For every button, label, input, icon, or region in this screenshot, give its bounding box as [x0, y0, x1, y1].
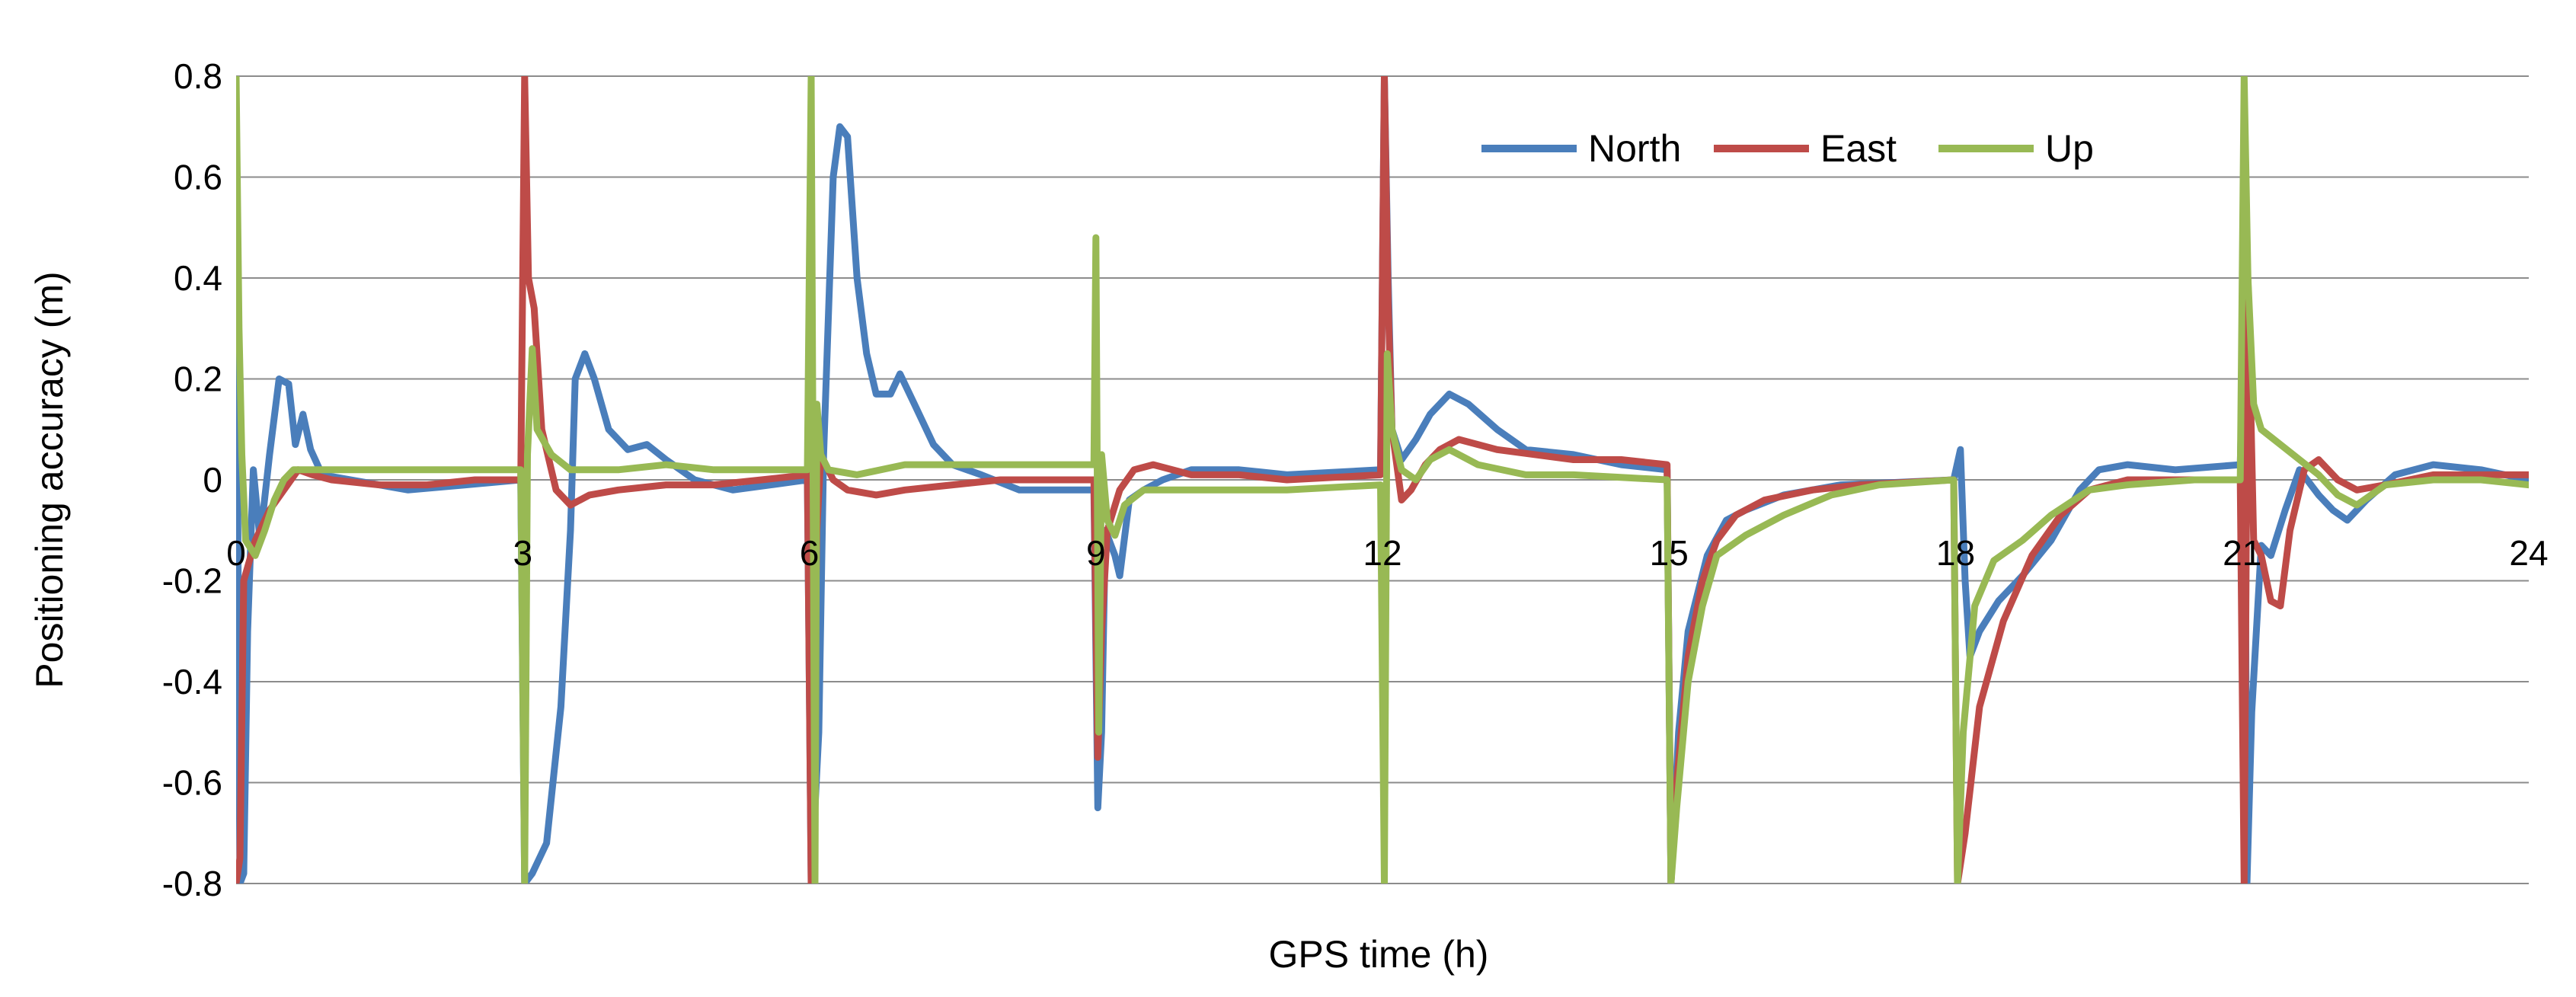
x-tick-labels: 0 3 6 9 12 15 18 21 24	[226, 533, 2548, 573]
x-tick-label: 0	[226, 533, 246, 573]
y-tick-label: 0.6	[174, 158, 222, 197]
x-tick-label: 18	[1936, 533, 1975, 573]
y-tick-label: 0.2	[174, 359, 222, 399]
y-tick-label: 0.8	[174, 56, 222, 96]
x-tick-label: 21	[2223, 533, 2261, 573]
y-tick-label: 0.4	[174, 258, 222, 298]
x-tick-label: 12	[1363, 533, 1401, 573]
y-tick-label: -0.8	[162, 864, 222, 903]
legend: North East Up	[1481, 127, 2094, 170]
x-tick-label: 3	[513, 533, 532, 573]
series-layer	[236, 76, 2529, 884]
x-tick-label: 15	[1650, 533, 1689, 573]
legend-label-north: North	[1588, 127, 1681, 170]
series-line-up	[236, 76, 2529, 884]
legend-label-up: Up	[2045, 127, 2094, 170]
y-tick-labels: -0.8 -0.6 -0.4 -0.2 0 0.2 0.4 0.6 0.8	[162, 56, 222, 903]
x-tick-label: 9	[1086, 533, 1106, 573]
y-tick-label: -0.2	[162, 561, 222, 601]
y-tick-label: -0.6	[162, 763, 222, 803]
y-tick-label: 0	[203, 460, 222, 500]
x-tick-label: 6	[800, 533, 820, 573]
x-tick-label: 24	[2509, 533, 2548, 573]
y-axis-title: Positioning accuracy (m)	[28, 271, 71, 688]
legend-label-east: East	[1820, 127, 1897, 170]
x-axis-title: GPS time (h)	[1269, 933, 1489, 976]
y-tick-label: -0.4	[162, 662, 222, 701]
